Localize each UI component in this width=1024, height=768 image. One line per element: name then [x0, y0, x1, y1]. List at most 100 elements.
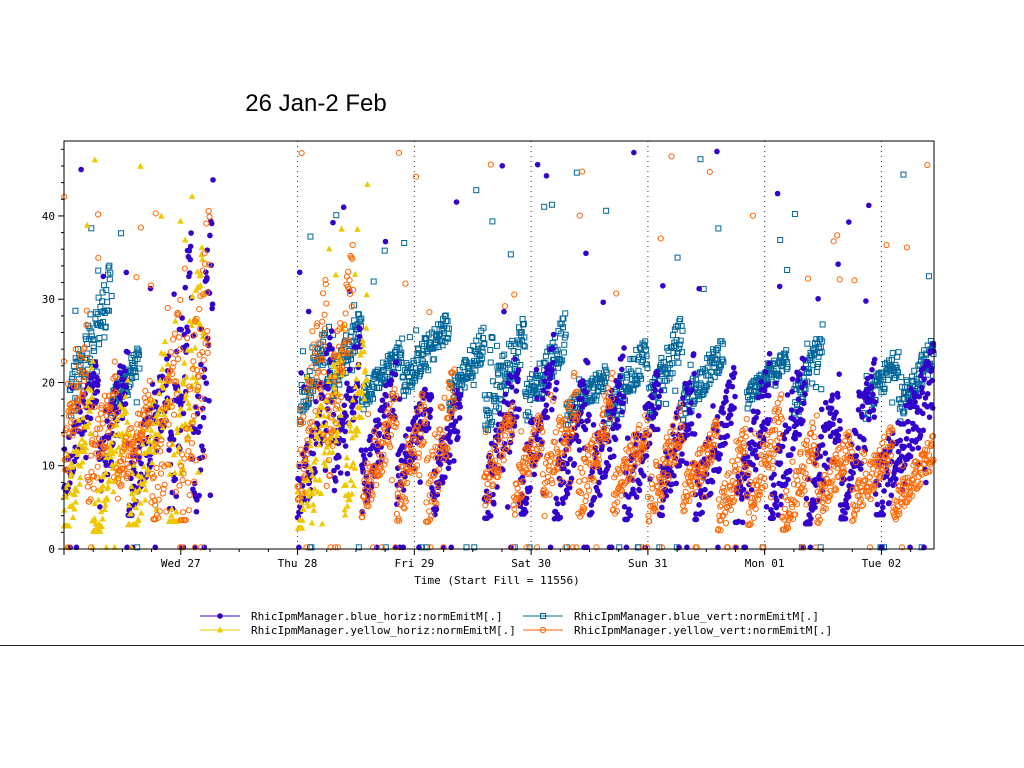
- data-point: [342, 428, 348, 435]
- data-point: [562, 310, 569, 317]
- data-point: [427, 406, 434, 413]
- data-point: [93, 398, 100, 404]
- data-point: [696, 502, 702, 508]
- data-point: [603, 207, 610, 214]
- data-point: [662, 400, 669, 407]
- data-point: [866, 202, 872, 209]
- data-point: [720, 410, 727, 416]
- data-point: [803, 495, 810, 502]
- data-point: [778, 501, 784, 508]
- data-point: [879, 504, 886, 511]
- data-point: [766, 350, 773, 357]
- data-point: [401, 383, 408, 390]
- data-point: [698, 369, 705, 376]
- data-point: [78, 166, 84, 173]
- data-point: [546, 381, 552, 388]
- data-point: [667, 488, 674, 494]
- data-point: [548, 372, 554, 379]
- data-point: [750, 462, 756, 468]
- data-point: [634, 380, 641, 387]
- data-point: [69, 375, 76, 382]
- data-point: [926, 414, 933, 420]
- data-point: [401, 392, 408, 399]
- data-point: [357, 318, 364, 325]
- data-point: [714, 148, 720, 155]
- data-point: [670, 332, 677, 339]
- data-point: [688, 421, 695, 427]
- data-point: [671, 472, 677, 479]
- data-point: [696, 285, 702, 292]
- data-point: [330, 411, 337, 418]
- data-point: [457, 403, 463, 410]
- data-point: [326, 368, 332, 375]
- data-point: [818, 386, 825, 393]
- data-point: [343, 332, 350, 339]
- data-point: [526, 413, 533, 420]
- data-point: [183, 342, 190, 349]
- data-point: [489, 418, 496, 425]
- data-point: [496, 363, 503, 370]
- data-point: [357, 326, 363, 332]
- data-point: [684, 432, 691, 438]
- data-point: [554, 500, 561, 507]
- data-point: [631, 149, 637, 156]
- data-point: [898, 374, 905, 381]
- data-point: [786, 425, 792, 432]
- data-point: [619, 353, 626, 359]
- data-point: [626, 506, 632, 513]
- data-point: [417, 479, 423, 485]
- data-point: [490, 491, 496, 498]
- data-point: [585, 417, 591, 424]
- data-point: [911, 367, 918, 374]
- data-point: [376, 384, 383, 391]
- data-point: [650, 406, 657, 413]
- data-point: [806, 368, 813, 375]
- data-point: [594, 488, 601, 494]
- data-point: [439, 338, 446, 345]
- data-point: [487, 359, 494, 366]
- data-point: [195, 429, 202, 435]
- data-point: [675, 359, 682, 366]
- data-point: [904, 378, 911, 385]
- data-point: [819, 338, 826, 345]
- data-point: [930, 341, 936, 347]
- data-point: [679, 451, 685, 457]
- data-point: [815, 353, 822, 360]
- data-point: [719, 356, 726, 363]
- data-point: [637, 480, 643, 487]
- data-point: [536, 360, 543, 367]
- data-point: [592, 371, 599, 378]
- data-point: [379, 397, 386, 404]
- data-point: [367, 433, 374, 440]
- data-point: [117, 395, 124, 402]
- data-point: [674, 353, 681, 360]
- data-point: [616, 391, 623, 398]
- data-point: [388, 377, 395, 384]
- data-point: [644, 365, 651, 372]
- data-point: [296, 269, 303, 276]
- data-point: [94, 382, 101, 388]
- data-point: [381, 413, 388, 419]
- data-point: [87, 415, 94, 422]
- data-point: [626, 387, 633, 394]
- data-point: [770, 515, 777, 521]
- data-point: [909, 446, 916, 452]
- data-point: [307, 233, 314, 240]
- data-point: [905, 418, 911, 425]
- data-point: [437, 461, 444, 468]
- data-point: [208, 220, 215, 227]
- data-point: [536, 389, 543, 396]
- data-point: [356, 316, 363, 323]
- data-point: [342, 443, 349, 449]
- data-point: [822, 399, 829, 406]
- data-point: [170, 436, 177, 443]
- data-point: [355, 311, 362, 318]
- data-point: [785, 476, 791, 483]
- data-point: [123, 383, 129, 390]
- data-point: [682, 380, 688, 387]
- data-point: [350, 410, 357, 416]
- data-point: [794, 401, 801, 408]
- data-point: [781, 436, 788, 442]
- data-point: [90, 337, 97, 344]
- data-point: [467, 359, 474, 366]
